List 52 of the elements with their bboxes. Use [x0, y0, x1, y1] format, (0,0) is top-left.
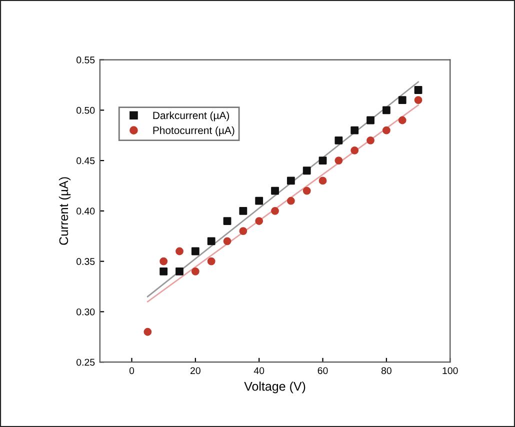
point — [223, 237, 232, 246]
point — [334, 156, 343, 165]
y-tick-label: 0.35 — [76, 258, 95, 265]
x-tick-label: 80 — [381, 367, 392, 374]
point — [398, 96, 406, 104]
point — [350, 126, 359, 134]
point — [176, 247, 184, 256]
point — [334, 136, 343, 144]
point — [191, 267, 200, 276]
y-tick-label: 0.40 — [76, 208, 95, 215]
point — [191, 247, 200, 256]
point — [207, 257, 216, 266]
point — [350, 146, 359, 154]
point — [239, 206, 248, 215]
point — [144, 328, 152, 336]
point — [318, 176, 327, 185]
point — [255, 196, 264, 205]
x-tick-label: 60 — [318, 367, 328, 374]
x-tick-label: 0 — [129, 367, 134, 374]
point — [223, 217, 232, 225]
point — [414, 86, 422, 94]
legend-label: Photocurrent (µA) — [153, 126, 234, 136]
x-tick-label: 40 — [254, 367, 264, 374]
point — [414, 96, 422, 104]
point — [286, 196, 295, 205]
point — [160, 257, 168, 266]
y-tick-label: 0.25 — [76, 358, 95, 366]
legend-label: Darkcurrent (µA) — [153, 111, 230, 122]
point — [176, 267, 184, 276]
x-tick-label: 100 — [442, 367, 458, 374]
x-axis-title: Voltage (V) — [244, 382, 306, 394]
y-tick-label: 0.30 — [76, 308, 95, 316]
x-tick-label: 20 — [190, 367, 200, 374]
point — [382, 126, 390, 134]
point — [366, 116, 374, 124]
point — [382, 106, 390, 114]
y-tick-label: 0.55 — [76, 56, 95, 64]
point — [271, 206, 279, 215]
point — [160, 267, 168, 276]
point — [302, 186, 311, 195]
point — [398, 116, 406, 124]
point — [255, 217, 264, 225]
point — [207, 237, 216, 246]
point — [302, 166, 311, 175]
point — [366, 136, 374, 144]
point — [318, 156, 327, 165]
point — [239, 227, 248, 236]
y-axis-title: Current (µA) — [58, 177, 71, 245]
y-tick-label: 0.45 — [76, 157, 95, 164]
point — [271, 186, 279, 195]
point — [286, 176, 295, 185]
y-tick-label: 0.50 — [76, 106, 95, 114]
